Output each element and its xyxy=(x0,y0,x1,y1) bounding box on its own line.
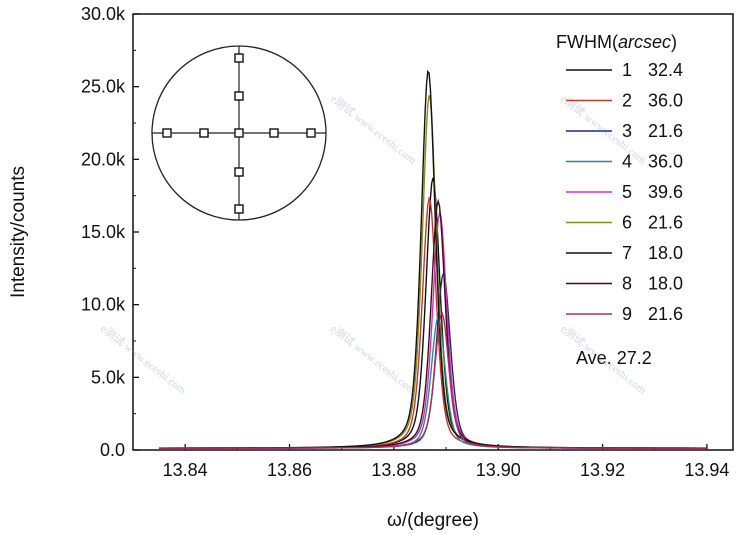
x-tick-label: 13.92 xyxy=(580,460,625,480)
legend-fwhm-1: 32.4 xyxy=(648,60,683,80)
series-line-9 xyxy=(159,311,707,449)
inset-marker xyxy=(234,91,244,101)
legend-fwhm-8: 18.0 xyxy=(648,274,683,294)
inset-marker xyxy=(234,204,244,214)
y-axis-title: Intensity/counts xyxy=(8,166,29,298)
y-tick-label: 10.0k xyxy=(81,295,126,315)
y-tick-label: 15.0k xyxy=(81,222,126,242)
legend-label-3: 3 xyxy=(622,121,632,141)
legend-label-4: 4 xyxy=(622,152,632,172)
legend-items: 1 32.4 2 36.0 3 21.6 4 36.0 5 39.6 6 21.6 7 18.0 8 18.0… xyxy=(566,60,683,324)
x-tick-label: 13.94 xyxy=(684,460,729,480)
legend-average: Ave. 27.2 xyxy=(576,348,652,368)
watermark-text: e测试 www.eceshi.com xyxy=(328,322,419,397)
legend-label-1: 1 xyxy=(622,60,632,80)
inset-markers xyxy=(162,53,316,214)
x-tick-label: 13.84 xyxy=(163,460,208,480)
x-tick-label: 13.90 xyxy=(476,460,521,480)
inset-diagram xyxy=(151,45,327,221)
legend-label-5: 5 xyxy=(622,182,632,202)
legend-fwhm-7: 18.0 xyxy=(648,243,683,263)
series-lines xyxy=(159,69,707,449)
legend-fwhm-9: 21.6 xyxy=(648,304,683,324)
legend-label-8: 8 xyxy=(622,274,632,294)
y-tick-label: 25.0k xyxy=(81,77,126,97)
inset-marker xyxy=(199,128,209,138)
legend-title-suffix: ) xyxy=(671,32,677,52)
y-tick-label: 20.0k xyxy=(81,149,126,169)
watermark-text: e测试 www.eceshi.com xyxy=(558,92,649,167)
x-tick-label: 13.88 xyxy=(371,460,416,480)
legend: FWHM(arcsec) 1 32.42 36.03 21.64 36.05 39.66 2… xyxy=(556,32,683,368)
legend-label-9: 9 xyxy=(622,304,632,324)
legend-fwhm-5: 39.6 xyxy=(648,182,683,202)
legend-title-prefix: FWHM( xyxy=(556,32,618,52)
y-tick-label: 0.0 xyxy=(100,440,125,460)
legend-fwhm-3: 21.6 xyxy=(648,121,683,141)
inset-marker xyxy=(162,128,172,138)
y-tick-label: 5.0k xyxy=(91,367,126,387)
legend-fwhm-2: 36.0 xyxy=(648,91,683,111)
x-axis-title: ω/(degree) xyxy=(387,510,479,531)
inset-marker xyxy=(269,128,279,138)
legend-fwhm-6: 21.6 xyxy=(648,213,683,233)
watermark-text: e测试 www.eceshi.com xyxy=(328,92,419,167)
legend-label-2: 2 xyxy=(622,91,632,111)
inset-marker xyxy=(234,128,244,138)
legend-title: FWHM(arcsec) xyxy=(556,32,677,52)
legend-title-unit: arcsec xyxy=(618,32,671,52)
inset-marker xyxy=(306,128,316,138)
legend-label-7: 7 xyxy=(622,243,632,263)
y-tick-label: 30.0k xyxy=(81,4,126,24)
legend-label-6: 6 xyxy=(622,213,632,233)
x-tick-label: 13.86 xyxy=(267,460,312,480)
inset-marker xyxy=(234,53,244,63)
x-axis: 13.84 13.86 13.88 13.90 13.92 13.94 xyxy=(163,444,729,480)
y-axis: 0.0 5.0k 10.0k 15.0k 20.0k 25.0k 30.0k xyxy=(81,4,139,460)
inset-marker xyxy=(234,167,244,177)
watermark-group: e测试 www.eceshi.com e测试 www.eceshi.com e测试 … xyxy=(98,92,649,397)
legend-fwhm-4: 36.0 xyxy=(648,152,683,172)
